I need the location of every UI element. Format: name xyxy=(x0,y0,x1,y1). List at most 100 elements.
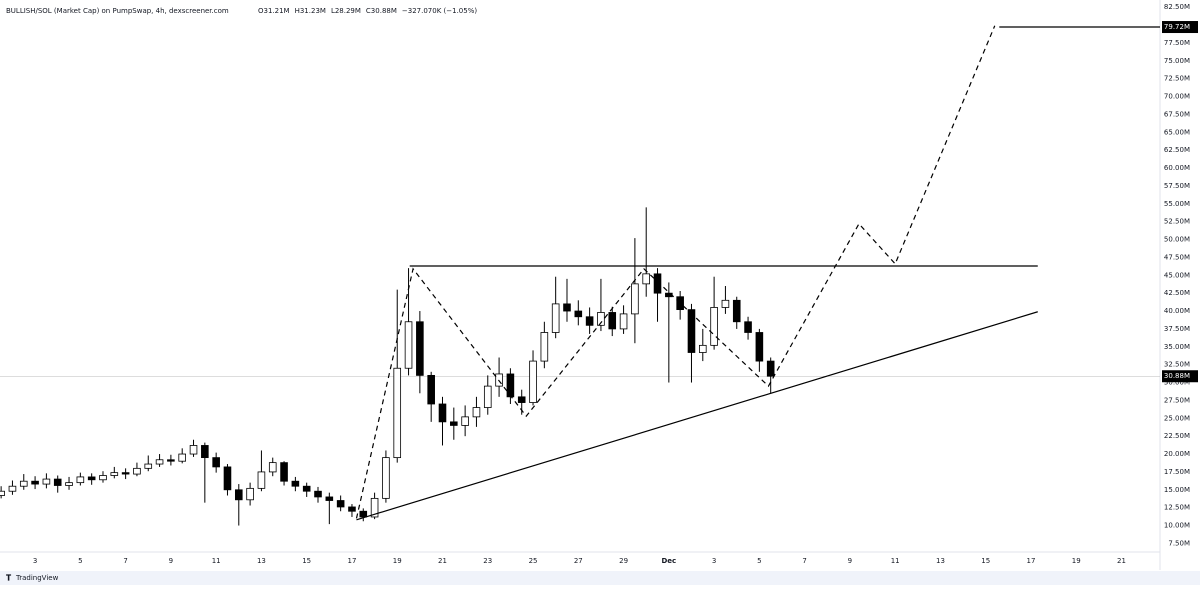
candle-body xyxy=(766,360,775,377)
y-tick-label: 10.00M xyxy=(1164,522,1190,530)
projection-path xyxy=(355,25,996,519)
y-tick-label: 72.50M xyxy=(1164,75,1190,83)
candle-body xyxy=(302,485,311,492)
candle-body xyxy=(8,485,17,492)
candle-body xyxy=(382,457,390,499)
y-tick-label: 47.50M xyxy=(1164,253,1190,261)
x-tick-label: 13 xyxy=(936,557,945,565)
candle-body xyxy=(585,316,594,326)
y-tick-label: 42.50M xyxy=(1164,289,1190,297)
candle-body xyxy=(438,403,447,423)
x-tick-label: 15 xyxy=(302,557,311,565)
candle-body xyxy=(472,407,481,418)
y-tick-label: 7.50M xyxy=(1168,539,1190,547)
candle-body xyxy=(642,273,650,285)
x-tick-label: 19 xyxy=(393,557,402,565)
candle-body xyxy=(732,299,741,323)
candle-body xyxy=(189,445,198,455)
y-tick-label: 45.00M xyxy=(1164,271,1190,279)
ohlc-value: H31.23M xyxy=(295,7,326,15)
trend-line xyxy=(356,311,1038,521)
candle-body xyxy=(99,475,107,481)
y-tick-label: 67.50M xyxy=(1164,110,1190,118)
y-tick-label: 20.00M xyxy=(1164,450,1190,458)
candle-body xyxy=(619,313,628,330)
candle-body xyxy=(370,497,379,518)
x-tick-label: 21 xyxy=(438,557,447,565)
x-tick-label: 3 xyxy=(33,557,37,565)
candle-body xyxy=(144,463,153,469)
candle-body xyxy=(744,321,752,333)
candle-body xyxy=(76,476,85,484)
candle-body xyxy=(506,373,515,398)
x-tick-label: Dec xyxy=(661,557,676,565)
y-tick-label: 62.50M xyxy=(1164,146,1190,154)
target-box xyxy=(1162,21,1198,34)
candle-body xyxy=(393,367,402,459)
candle-body xyxy=(314,490,322,498)
x-tick-label: 9 xyxy=(169,557,173,565)
y-tick-label: 65.00M xyxy=(1164,128,1190,136)
brand-logo: 𝐓 xyxy=(6,574,12,583)
x-tick-label: 23 xyxy=(483,557,492,565)
footer-bar xyxy=(0,571,1200,585)
y-tick-label: 70.00M xyxy=(1164,93,1190,101)
candle-body xyxy=(676,296,684,311)
candle-body xyxy=(540,332,549,362)
ohlc-value: O31.21M xyxy=(258,7,290,15)
y-tick-label: 17.50M xyxy=(1164,468,1190,476)
candle-body xyxy=(529,360,537,403)
candle-body xyxy=(178,453,186,462)
y-tick-label: 12.50M xyxy=(1164,504,1190,512)
ohlc-value: C30.88M xyxy=(366,7,397,15)
y-tick-label: 82.50M xyxy=(1164,3,1190,11)
candle-body xyxy=(755,332,764,362)
x-tick-label: 5 xyxy=(757,557,761,565)
candle-body xyxy=(42,478,51,485)
candle-body xyxy=(721,299,730,308)
candle-body xyxy=(212,457,220,468)
x-tick-label: 7 xyxy=(802,557,806,565)
x-tick-label: 17 xyxy=(348,557,357,565)
last-price-label: 30.88M xyxy=(1164,372,1190,380)
y-tick-label: 75.00M xyxy=(1164,57,1190,65)
candle-body xyxy=(65,482,73,486)
x-tick-label: 21 xyxy=(1117,557,1126,565)
candle-body xyxy=(563,303,571,312)
candle-body xyxy=(325,496,334,501)
y-tick-label: 52.50M xyxy=(1164,218,1190,226)
x-tick-label: 15 xyxy=(981,557,990,565)
x-tick-label: 9 xyxy=(848,557,852,565)
last-price-box xyxy=(1162,370,1198,383)
x-tick-label: 27 xyxy=(574,557,583,565)
candle-body xyxy=(608,312,617,330)
candle-body xyxy=(155,459,164,465)
candle-body xyxy=(336,500,345,508)
y-tick-label: 40.00M xyxy=(1164,307,1190,315)
brand: TradingView xyxy=(15,574,59,582)
candle-body xyxy=(597,312,605,326)
y-tick-label: 22.50M xyxy=(1164,432,1190,440)
y-tick-label: 27.50M xyxy=(1164,396,1190,404)
x-tick-label: 11 xyxy=(212,557,221,565)
x-tick-label: 13 xyxy=(257,557,266,565)
y-tick-label: 30.00M xyxy=(1164,379,1190,387)
y-tick-label: 60.00M xyxy=(1164,164,1190,172)
candle-body xyxy=(268,462,277,473)
y-tick-label: 32.50M xyxy=(1164,361,1190,369)
candle-body xyxy=(234,489,243,501)
candle-body xyxy=(0,490,5,496)
candle-body xyxy=(246,487,254,501)
candle-body xyxy=(710,307,718,346)
candle-body xyxy=(416,321,424,376)
candle-body xyxy=(87,476,96,481)
x-tick-label: 29 xyxy=(619,557,628,565)
candle-body xyxy=(53,478,62,486)
candle-body xyxy=(280,462,288,482)
candle-body xyxy=(483,385,492,408)
y-tick-label: 77.50M xyxy=(1164,39,1190,47)
candle-body xyxy=(121,472,130,475)
candle-body xyxy=(223,466,232,491)
candle-body xyxy=(257,471,266,489)
